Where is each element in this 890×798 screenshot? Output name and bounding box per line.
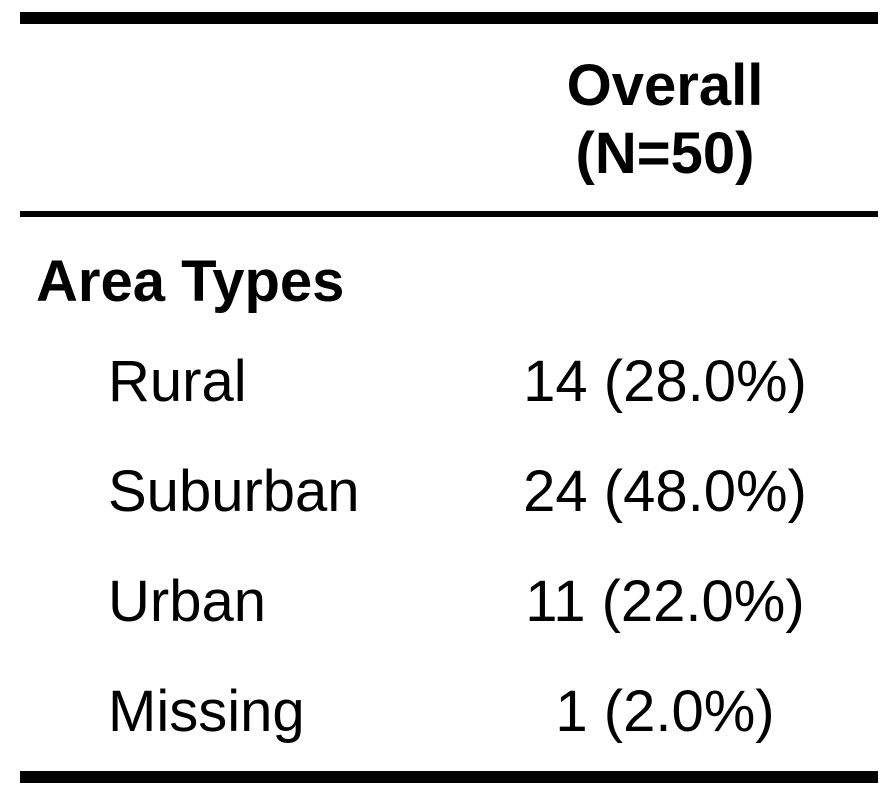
row-label: Suburban	[108, 459, 360, 524]
table-row: Rural 14 (28.0%)	[20, 348, 878, 458]
summary-table: Overall (N=50) Area Types Rural 14 (28.0…	[20, 12, 878, 786]
column-header-n: (N=50)	[575, 121, 755, 186]
row-label: Rural	[108, 349, 247, 414]
table-row: Suburban 24 (48.0%)	[20, 458, 878, 568]
table-top-rule	[20, 12, 878, 24]
table-row: Urban 11 (22.0%)	[20, 568, 878, 678]
column-header-title: Overall	[566, 53, 764, 118]
row-value: 1 (2.0%)	[555, 679, 775, 744]
row-label: Missing	[108, 679, 305, 744]
row-label: Urban	[108, 569, 266, 634]
table-header-rule	[20, 211, 878, 217]
row-value: 24 (48.0%)	[523, 459, 807, 524]
table-row: Missing 1 (2.0%)	[20, 678, 878, 788]
column-header-overall: Overall (N=50)	[440, 52, 890, 188]
group-label-area-types: Area Types	[36, 249, 345, 314]
row-value: 14 (28.0%)	[523, 349, 807, 414]
table-bottom-rule	[20, 771, 878, 783]
row-value: 11 (22.0%)	[525, 569, 805, 634]
